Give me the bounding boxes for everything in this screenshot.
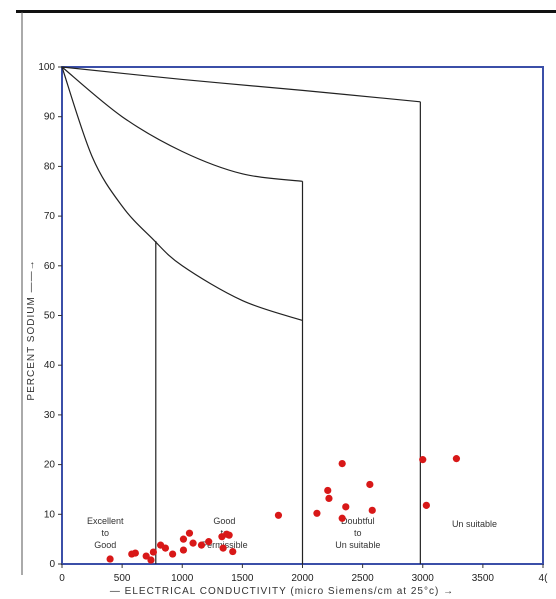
x-tick-label: 3000 xyxy=(412,573,435,584)
data-point xyxy=(142,552,150,560)
y-tick-label: 100 xyxy=(38,62,55,73)
boundary-curve-low xyxy=(61,66,303,322)
page-top-rule xyxy=(16,10,556,13)
zone-label: to xyxy=(354,528,362,538)
data-point xyxy=(149,548,157,556)
y-tick-label: 70 xyxy=(44,211,56,222)
boundary-curve-top xyxy=(61,66,421,103)
data-point xyxy=(179,546,188,554)
data-point xyxy=(342,503,350,511)
data-point xyxy=(219,544,227,552)
x-tick-label: 2500 xyxy=(352,573,375,584)
y-tick-label: 10 xyxy=(44,509,56,520)
data-point xyxy=(185,529,194,537)
data-point xyxy=(325,494,333,502)
y-tick-label: 40 xyxy=(44,360,56,371)
data-point xyxy=(147,556,155,564)
y-tick-label: 80 xyxy=(44,161,56,172)
y-tick-label: 20 xyxy=(44,460,56,471)
data-point xyxy=(368,506,376,514)
x-tick-label: 500 xyxy=(114,573,131,584)
data-point xyxy=(274,511,283,519)
data-point xyxy=(197,541,206,549)
data-point xyxy=(161,544,170,552)
zone-label: to xyxy=(102,528,110,538)
data-point xyxy=(452,455,461,463)
zone-label: Un suitable xyxy=(335,540,380,550)
x-tick-label: 4( xyxy=(539,573,549,584)
y-axis-title: PERCENT SODIUM ——→ xyxy=(26,259,37,400)
data-point xyxy=(338,460,346,468)
data-point xyxy=(324,486,332,495)
y-tick-label: 90 xyxy=(44,112,56,123)
data-point xyxy=(313,509,321,517)
data-point xyxy=(205,538,213,546)
zone-label: Doubtful xyxy=(341,516,375,526)
zone-label: Good xyxy=(94,540,116,550)
y-tick-label: 0 xyxy=(49,559,55,570)
y-tick-label: 60 xyxy=(44,261,56,272)
data-point xyxy=(225,531,233,539)
data-point xyxy=(338,514,346,522)
x-tick-label: 1000 xyxy=(171,573,194,584)
zone-label: Good xyxy=(213,516,235,526)
data-point xyxy=(229,547,237,556)
data-point xyxy=(169,550,177,558)
data-point xyxy=(106,555,114,563)
x-tick-label: 1500 xyxy=(231,573,254,584)
x-tick-label: 2000 xyxy=(291,573,314,584)
x-axis-title: — ELECTRICAL CONDUCTIVITY (micro Siemens… xyxy=(110,586,454,597)
zone-label: Excellent xyxy=(87,516,124,526)
y-tick-label: 30 xyxy=(44,410,56,421)
x-tick-label: 3500 xyxy=(472,573,495,584)
zone-label: Un suitable xyxy=(452,519,497,529)
data-point xyxy=(422,501,430,509)
data-point xyxy=(366,480,374,489)
boundary-curve-mid xyxy=(61,66,303,182)
y-tick-label: 50 xyxy=(44,311,56,322)
data-point xyxy=(189,539,197,547)
data-point xyxy=(419,456,427,464)
data-point xyxy=(131,549,139,557)
x-tick-label: 0 xyxy=(59,573,65,584)
data-point xyxy=(179,535,188,543)
